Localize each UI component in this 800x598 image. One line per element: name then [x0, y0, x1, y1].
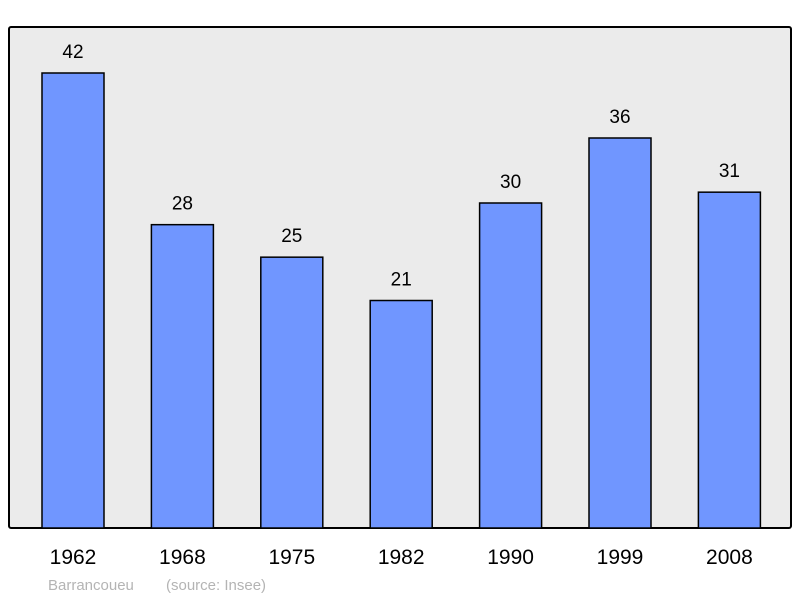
data-label-1990: 30 [500, 172, 521, 193]
bar-2008 [697, 191, 762, 529]
bar-1990 [478, 202, 543, 529]
x-tick-label-1990: 1990 [487, 546, 534, 569]
data-label-1999: 36 [609, 107, 630, 128]
data-label-1975: 25 [281, 226, 302, 247]
x-tick-label-1962: 1962 [50, 546, 97, 569]
bar-1962 [41, 72, 105, 529]
bar-1975 [260, 256, 324, 529]
x-tick-label-1982: 1982 [378, 546, 425, 569]
data-label-1982: 21 [391, 270, 412, 291]
footer-source: (source: Insee) [166, 577, 266, 594]
x-tick-label-1999: 1999 [597, 546, 644, 569]
bar-1982 [369, 299, 433, 529]
data-label-2008: 31 [719, 161, 740, 182]
bar-1999 [588, 137, 652, 529]
x-tick-label-2008: 2008 [706, 546, 753, 569]
x-tick-label-1975: 1975 [268, 546, 315, 569]
bar-1968 [150, 223, 215, 529]
data-label-1968: 28 [172, 194, 193, 215]
x-tick-label-1968: 1968 [159, 546, 206, 569]
footer-place: Barrancoueu [48, 577, 134, 594]
data-label-1962: 42 [62, 42, 83, 63]
